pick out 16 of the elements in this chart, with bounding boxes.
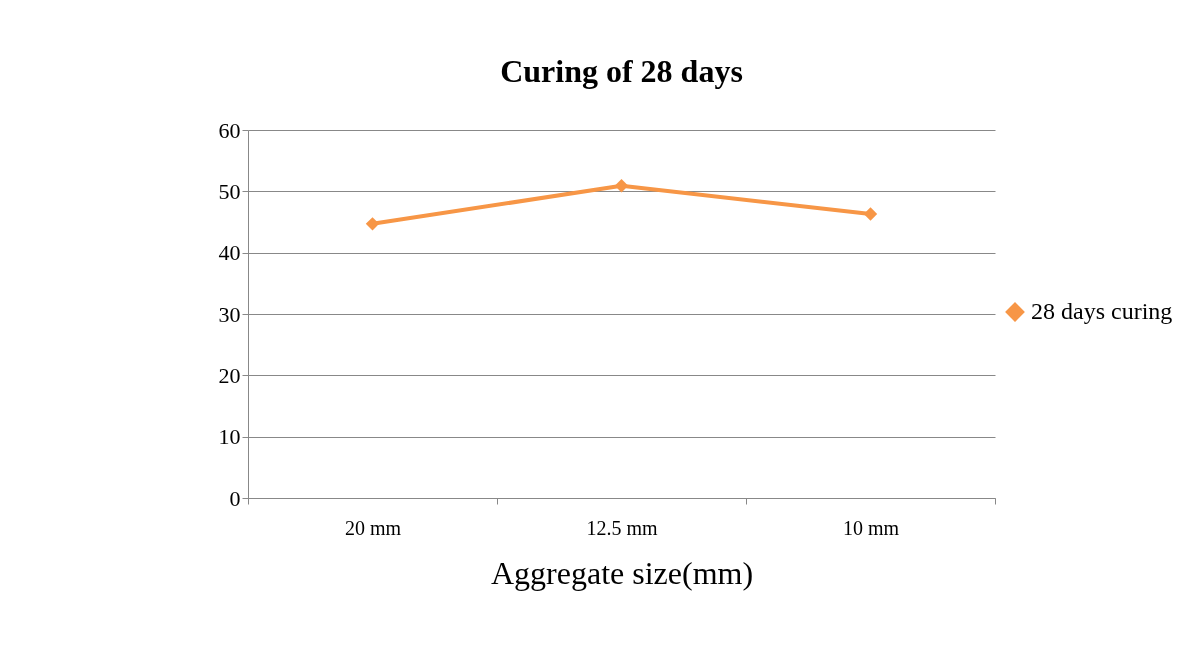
legend-label: 28 days curing (1031, 298, 1173, 324)
x-tick-label: 12.5 mm (586, 516, 658, 539)
chart-title: Curing of 28 days (500, 53, 743, 89)
y-tick-label: 40 (218, 240, 241, 266)
y-tick-label: 10 (218, 424, 241, 450)
y-tick-label: 50 (218, 178, 241, 204)
y-tick-label: 30 (218, 301, 241, 327)
point (863, 207, 878, 221)
point (614, 179, 629, 193)
y-tick-label: 20 (218, 362, 241, 388)
x-axis-title: Aggregate size(mm) (490, 554, 754, 591)
y-tick-label: 0 (229, 485, 241, 511)
x-tick-label: 10 mm (842, 516, 900, 539)
y-tick-label: 60 (218, 117, 241, 143)
x-tick-label: 20 mm (344, 516, 402, 539)
point (365, 217, 380, 231)
